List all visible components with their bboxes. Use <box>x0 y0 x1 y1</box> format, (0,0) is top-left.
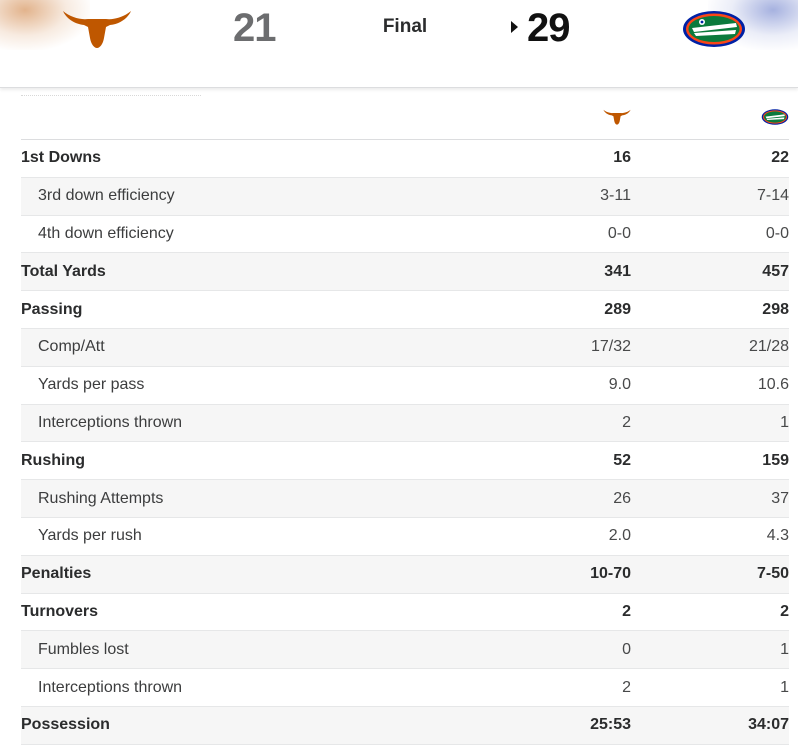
longhorns-logo-icon[interactable] <box>62 8 132 50</box>
stat-row: Interceptions thrown 2 1 <box>21 404 789 443</box>
away-stat-value: 7-50 <box>756 565 789 583</box>
away-stat-value: 34:07 <box>748 716 789 734</box>
away-stat-value: 0-0 <box>765 224 789 242</box>
stat-row: Comp/Att 17/32 21/28 <box>21 328 789 367</box>
home-stat-value: 26 <box>613 489 631 507</box>
home-stat-value: 2 <box>622 602 631 620</box>
away-stat-value: 7-14 <box>756 187 789 205</box>
stat-row: Yards per rush 2.0 4.3 <box>21 518 789 556</box>
stat-row: Turnovers 2 2 <box>21 594 789 632</box>
away-stat-value: 37 <box>771 489 789 507</box>
home-stat-value: 341 <box>604 262 631 280</box>
home-stat-value: 25:53 <box>590 716 631 734</box>
home-stat-value: 2.0 <box>608 527 631 545</box>
away-stat-value: 457 <box>762 262 789 280</box>
home-stat-value: 2 <box>622 678 631 696</box>
stat-row: 4th down efficiency 0-0 0-0 <box>21 216 789 254</box>
winner-indicator-icon <box>511 21 518 33</box>
stat-label: Yards per pass <box>38 376 145 394</box>
gators-logo-icon[interactable] <box>682 8 746 50</box>
home-stat-value: 10-70 <box>590 565 631 583</box>
stat-label: Rushing <box>21 451 85 469</box>
stat-label: Possession <box>21 716 110 734</box>
stat-row: Rushing Attempts 26 37 <box>21 480 789 518</box>
gators-logo-icon <box>761 109 789 125</box>
stat-label: Yards per rush <box>38 527 142 545</box>
stat-label: Total Yards <box>21 262 106 280</box>
away-stat-value: 21/28 <box>748 338 789 356</box>
stat-row: Passing 289 298 <box>21 291 789 329</box>
stat-label: Interceptions thrown <box>38 413 183 431</box>
away-stat-value: 1 <box>780 413 789 431</box>
stat-label: Penalties <box>21 565 92 583</box>
scoreboard-header: 21 Final 29 <box>0 0 798 88</box>
home-stat-value: 289 <box>604 300 631 318</box>
stat-row: Rushing 52 159 <box>21 442 789 481</box>
stat-label: 3rd down efficiency <box>38 187 175 205</box>
stat-row: Yards per pass 9.0 10.6 <box>21 367 789 405</box>
home-stat-value: 17/32 <box>590 338 631 356</box>
stat-label: Fumbles lost <box>38 640 129 658</box>
home-stat-value: 2 <box>622 413 631 431</box>
stat-row: Total Yards 341 457 <box>21 253 789 292</box>
home-score: 21 <box>233 6 277 50</box>
stat-row: 1st Downs 16 22 <box>21 140 789 178</box>
away-stat-value: 2 <box>780 602 789 620</box>
stat-label: Passing <box>21 300 83 318</box>
stat-row: Penalties 10-70 7-50 <box>21 555 789 594</box>
home-stat-value: 16 <box>613 149 631 167</box>
divider <box>21 95 201 96</box>
away-stat-value: 22 <box>771 149 789 167</box>
stat-row: Fumbles lost 0 1 <box>21 631 789 670</box>
team-stats-table: 1st Downs 16 22 3rd down efficiency 3-11… <box>21 95 789 745</box>
away-stat-value: 4.3 <box>766 527 789 545</box>
team-stats-header <box>21 96 789 140</box>
away-score: 29 <box>527 6 571 50</box>
stat-label: 1st Downs <box>21 149 102 167</box>
home-stat-value: 3-11 <box>600 187 631 205</box>
away-stat-value: 159 <box>762 451 789 469</box>
home-stat-value: 9.0 <box>608 376 631 394</box>
stat-row: Possession 25:53 34:07 <box>21 706 789 745</box>
longhorns-logo-icon <box>603 109 631 125</box>
stat-label: Comp/Att <box>38 338 105 356</box>
home-stat-value: 0 <box>622 640 631 658</box>
stat-label: Rushing Attempts <box>38 489 164 507</box>
stat-row: Interceptions thrown 2 1 <box>21 669 789 707</box>
stat-label: Interceptions thrown <box>38 678 183 696</box>
stat-label: 4th down efficiency <box>38 224 174 242</box>
stat-row: 3rd down efficiency 3-11 7-14 <box>21 177 789 216</box>
home-stat-value: 0-0 <box>607 224 631 242</box>
game-status: Final <box>382 16 428 37</box>
home-team-color-glow <box>0 0 90 50</box>
stat-label: Turnovers <box>21 602 99 620</box>
away-stat-value: 1 <box>780 640 789 658</box>
home-stat-value: 52 <box>613 451 631 469</box>
away-stat-value: 298 <box>762 300 789 318</box>
away-stat-value: 10.6 <box>757 376 789 394</box>
away-stat-value: 1 <box>780 678 789 696</box>
